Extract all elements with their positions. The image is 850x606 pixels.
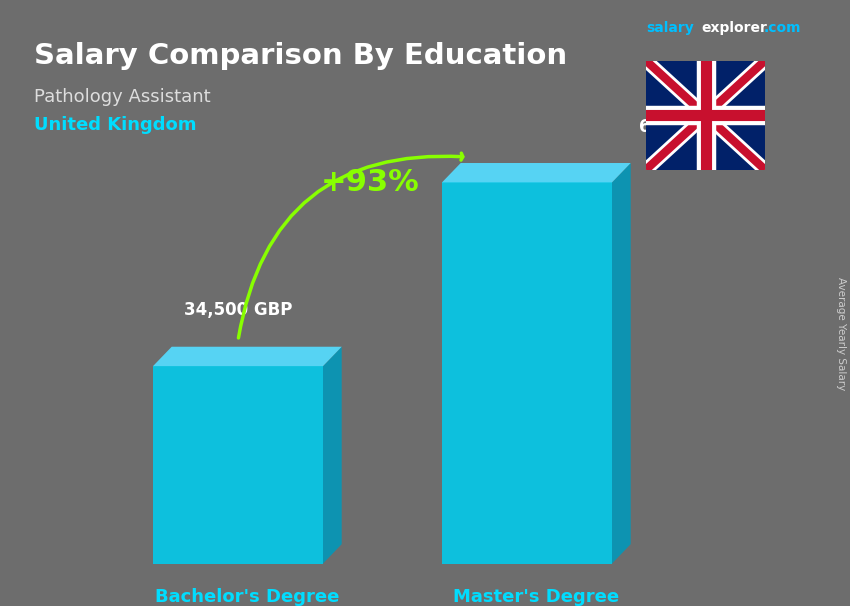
Polygon shape — [153, 347, 342, 366]
Text: Average Yearly Salary: Average Yearly Salary — [836, 277, 846, 390]
Polygon shape — [442, 163, 631, 182]
Text: United Kingdom: United Kingdom — [34, 116, 196, 135]
Text: Pathology Assistant: Pathology Assistant — [34, 88, 211, 106]
Text: salary: salary — [646, 21, 694, 35]
Polygon shape — [323, 347, 342, 564]
Text: 34,500 GBP: 34,500 GBP — [184, 301, 292, 319]
Text: Master's Degree: Master's Degree — [453, 588, 620, 606]
Text: Bachelor's Degree: Bachelor's Degree — [156, 588, 339, 606]
FancyBboxPatch shape — [646, 61, 765, 170]
Text: Salary Comparison By Education: Salary Comparison By Education — [34, 42, 567, 70]
Text: +93%: +93% — [320, 168, 419, 197]
Polygon shape — [612, 163, 631, 564]
Text: .com: .com — [763, 21, 801, 35]
Text: 66,600 GBP: 66,600 GBP — [639, 118, 747, 136]
Polygon shape — [442, 182, 612, 564]
Text: explorer: explorer — [701, 21, 767, 35]
Polygon shape — [153, 366, 323, 564]
